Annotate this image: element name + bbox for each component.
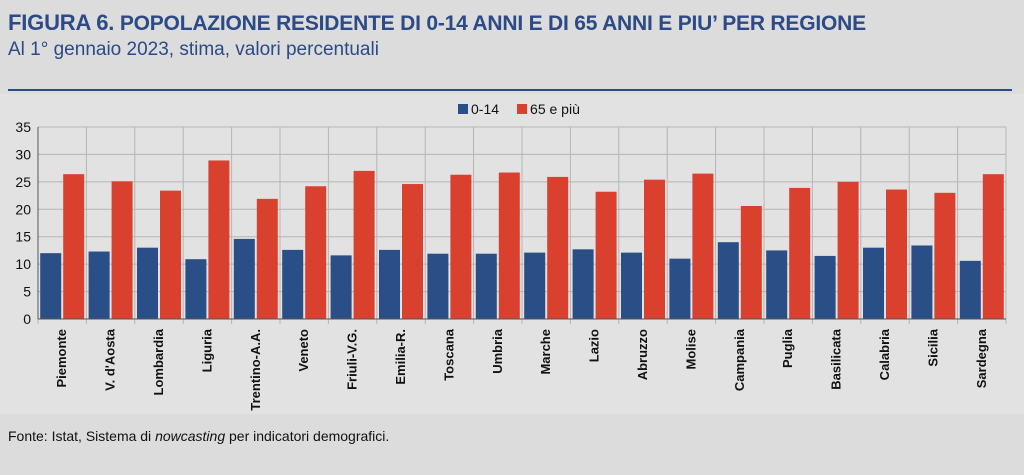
- y-tick-label: 10: [15, 256, 31, 272]
- bar: [959, 260, 981, 319]
- bar: [863, 247, 884, 319]
- x-tick-label: Marche: [538, 329, 553, 375]
- chart-panel: 0 5 10 15 20 25 30 35 Piemonte V. d'Aosta Lombardi…: [0, 94, 1024, 414]
- figure-title: FIGURA 6. POPOLAZIONE RESIDENTE DI 0-14 …: [8, 10, 1008, 36]
- bar: [137, 247, 158, 319]
- figure-title-text: POPOLAZIONE RESIDENTE DI 0-14 ANNI E DI …: [119, 12, 866, 35]
- bar: [934, 192, 956, 319]
- x-tick-label: V. d'Aosta: [103, 328, 118, 391]
- x-tick-label: Trentino-A.A.: [248, 329, 263, 411]
- title-divider: [8, 89, 1012, 91]
- bar: [717, 242, 739, 319]
- bar: [692, 173, 714, 319]
- y-tick-label: 15: [15, 229, 31, 245]
- x-tick-label: Liguria: [199, 328, 214, 372]
- x-tick-label: Molise: [683, 329, 698, 369]
- x-tick-label: Sicilia: [925, 328, 940, 366]
- bar: [402, 184, 423, 319]
- bar: [886, 189, 907, 319]
- x-tick-label: Lazio: [587, 329, 602, 362]
- legend-swatch: [458, 104, 468, 114]
- source-italic: nowcasting: [155, 428, 226, 444]
- bar: [814, 255, 836, 319]
- y-tick-label: 0: [23, 311, 31, 327]
- bar: [621, 252, 642, 319]
- figure-label: FIGURA 6.: [8, 10, 115, 35]
- bar: [330, 255, 352, 319]
- bar: [160, 190, 181, 319]
- x-tick-label: Friuli-V.G.: [345, 329, 360, 390]
- x-tick-label: Basilicata: [829, 328, 844, 389]
- bar: [475, 253, 497, 319]
- bar: [111, 181, 133, 319]
- bar: [40, 253, 62, 319]
- bar: [837, 181, 859, 319]
- bar: [595, 191, 617, 319]
- x-tick-label: Puglia: [780, 328, 795, 368]
- bar: [498, 172, 520, 319]
- x-tick-label: Toscana: [441, 328, 456, 381]
- y-tick-label: 35: [15, 119, 31, 135]
- bar: [185, 259, 207, 319]
- x-tick-label: Abruzzo: [635, 329, 650, 380]
- bar: [740, 205, 762, 319]
- y-tick-label: 25: [15, 174, 31, 190]
- x-tick-label: Lombardia: [151, 328, 166, 395]
- bar: [789, 187, 811, 319]
- figure-header: FIGURA 6. POPOLAZIONE RESIDENTE DI 0-14 …: [8, 10, 1008, 61]
- x-tick-label: Campania: [732, 328, 747, 391]
- bar: [427, 253, 449, 319]
- legend-label: 65 e più: [530, 101, 580, 117]
- bar: [305, 186, 327, 319]
- bar: [669, 258, 691, 319]
- bar: [911, 245, 933, 319]
- bar: [63, 174, 85, 319]
- bar: [88, 251, 110, 319]
- x-tick-label: Piemonte: [54, 329, 69, 388]
- bar: [572, 249, 594, 319]
- legend-label: 0-14: [471, 101, 499, 117]
- bar: [982, 174, 1004, 319]
- legend-swatch: [517, 104, 528, 114]
- source-note: Fonte: Istat, Sistema di nowcasting per …: [8, 428, 389, 444]
- bar: [208, 160, 230, 319]
- source-suffix: per indicatori demografici.: [229, 428, 390, 444]
- bar: [547, 176, 569, 319]
- bar: [766, 250, 788, 319]
- bar: [450, 174, 472, 319]
- bar: [379, 249, 400, 319]
- y-tick-label: 30: [15, 146, 31, 162]
- bar: [233, 238, 255, 319]
- figure-subtitle: Al 1° gennaio 2023, stima, valori percen…: [8, 39, 379, 60]
- bar: [644, 179, 665, 319]
- x-tick-label: Umbria: [490, 328, 505, 374]
- bar-chart: 0 5 10 15 20 25 30 35 Piemonte V. d'Aosta Lombardi…: [15, 101, 1007, 411]
- x-tick-label: Emilia-R.: [393, 329, 408, 385]
- source-prefix: Fonte: Istat, Sistema di: [8, 428, 152, 444]
- y-tick-label: 20: [15, 201, 31, 217]
- x-tick-label: Veneto: [296, 329, 311, 372]
- bar: [353, 170, 375, 319]
- y-tick-label: 5: [23, 284, 31, 300]
- bar: [524, 252, 546, 319]
- bar: [256, 198, 278, 319]
- x-tick-label: Calabria: [877, 328, 892, 380]
- bar: [282, 249, 304, 319]
- x-tick-label: Sardegna: [974, 328, 989, 388]
